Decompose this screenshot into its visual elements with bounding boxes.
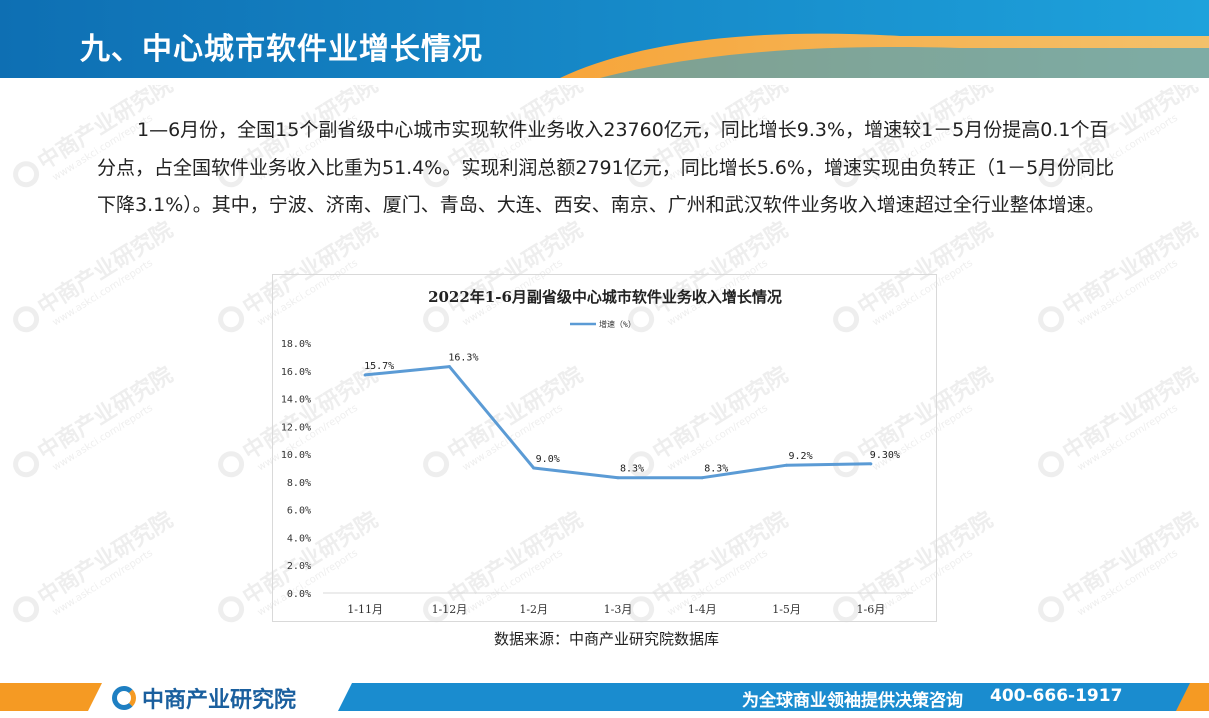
data-point [447,365,451,369]
y-tick-label: 14.0% [281,395,311,406]
y-axis: 0.0% 2.0% 4.0% 6.0% 8.0% 10.0% 12.0% 14.0% 16.0%… [281,339,311,600]
footer-logo: 中商产业研究院 [112,684,297,713]
watermark-brand: 中商产业研究院 [33,217,178,321]
brand-logo-icon [112,686,136,710]
x-category-label: 1-6月 [856,603,885,616]
x-category-label: 1-2月 [519,603,548,616]
watermark-url: www.askci.com/reports [1075,257,1180,329]
watermark-url: www.askci.com/reports [50,402,155,474]
x-axis: 1-11月 1-12月 1-2月 1-3月 1-4月 1-5月 1-6月 [347,603,885,616]
watermark-url: www.askci.com/reports [1075,547,1180,619]
chart-title: 2022年1-6月副省级中心城市软件业务收入增长情况 [428,288,782,306]
y-tick-label: 10.0% [281,450,311,461]
data-source-note: 数据来源：中商产业研究院数据库 [0,628,1209,649]
data-label: 9.30% [870,450,900,461]
watermark-brand: 中商产业研究院 [33,507,178,611]
data-label: 8.3% [704,464,728,475]
watermark-mark: 中商产业研究院 www.askci.com/reports [1030,212,1209,346]
footer-brand-name: 中商产业研究院 [142,688,297,713]
watermark-logo-icon [1033,446,1070,483]
data-point [785,463,789,467]
watermark-mark: 中商产业研究院 www.askci.com/reports [1030,502,1209,636]
legend-label: 增速（%） [599,319,636,329]
watermark-logo-icon [8,301,45,338]
footer-bar: 中商产业研究院 为全球商业领袖提供决策咨询 400-666-1917 [0,680,1209,718]
watermark-mark: 中商产业研究院 www.askci.com/reports [5,357,184,491]
y-tick-label: 18.0% [281,339,311,350]
page-title: 九、中心城市软件业增长情况 [80,32,483,67]
watermark-url: www.askci.com/reports [50,547,155,619]
x-category-label: 1-4月 [688,603,717,616]
chart-frame: 2022年1-6月副省级中心城市软件业务收入增长情况 增速（%） 0.0% 2.0… [272,274,937,622]
data-label: 15.7% [364,361,394,372]
x-category-label: 1-12月 [432,603,468,616]
watermark-logo-icon [8,446,45,483]
watermark-logo-icon [8,156,45,193]
watermark-brand: 中商产业研究院 [1058,217,1203,321]
data-label: 9.0% [536,454,560,465]
watermark-logo-icon [213,591,250,628]
header-background [0,0,1209,78]
data-point [532,466,536,470]
watermark-logo-icon [213,301,250,338]
data-labels: 15.7% 16.3% 9.0% 8.3% 8.3% 9.2% 9.30% [363,353,900,480]
y-tick-label: 0.0% [287,589,311,600]
watermark-mark: 中商产业研究院 www.askci.com/reports [5,502,184,636]
watermark-url: www.askci.com/reports [1075,402,1180,474]
data-label: 9.2% [789,451,813,462]
y-tick-label: 2.0% [287,561,311,572]
watermark-logo-icon [1033,591,1070,628]
line-chart: 2022年1-6月副省级中心城市软件业务收入增长情况 增速（%） 0.0% 2.0… [281,288,913,616]
chart-legend: 增速（%） [570,319,636,329]
intro-paragraph: 1—6月份，全国15个副省级中心城市实现软件业务收入23760亿元，同比增长9.… [97,119,1115,216]
watermark-brand: 中商产业研究院 [1058,362,1203,466]
footer-background [0,683,1209,711]
data-point [363,373,367,377]
data-point [616,476,620,480]
footer-slogan: 为全球商业领袖提供决策咨询 [742,691,963,711]
y-tick-label: 8.0% [287,478,311,489]
y-tick-label: 6.0% [287,506,311,517]
footer-phone: 400-666-1917 [990,686,1123,706]
y-tick-label: 16.0% [281,367,311,378]
header-banner: 九、中心城市软件业增长情况 [0,0,1209,82]
watermark-logo-icon [213,446,250,483]
data-point [869,462,873,466]
y-tick-label: 4.0% [287,533,311,544]
watermark-logo-icon [8,591,45,628]
data-source-text: 数据来源：中商产业研究院数据库 [493,630,719,648]
watermark-mark: 中商产业研究院 www.askci.com/reports [1030,357,1209,491]
data-point [700,476,704,480]
watermark-url: www.askci.com/reports [50,257,155,329]
watermark-brand: 中商产业研究院 [1058,507,1203,611]
x-category-label: 1-5月 [772,603,801,616]
watermark-brand: 中商产业研究院 [33,362,178,466]
watermark-mark: 中商产业研究院 www.askci.com/reports [5,212,184,346]
data-label: 16.3% [448,353,478,364]
watermark-logo-icon [1033,301,1070,338]
y-tick-label: 12.0% [281,422,311,433]
x-category-label: 1-11月 [347,603,383,616]
x-category-label: 1-3月 [604,603,633,616]
data-label: 8.3% [620,464,644,475]
